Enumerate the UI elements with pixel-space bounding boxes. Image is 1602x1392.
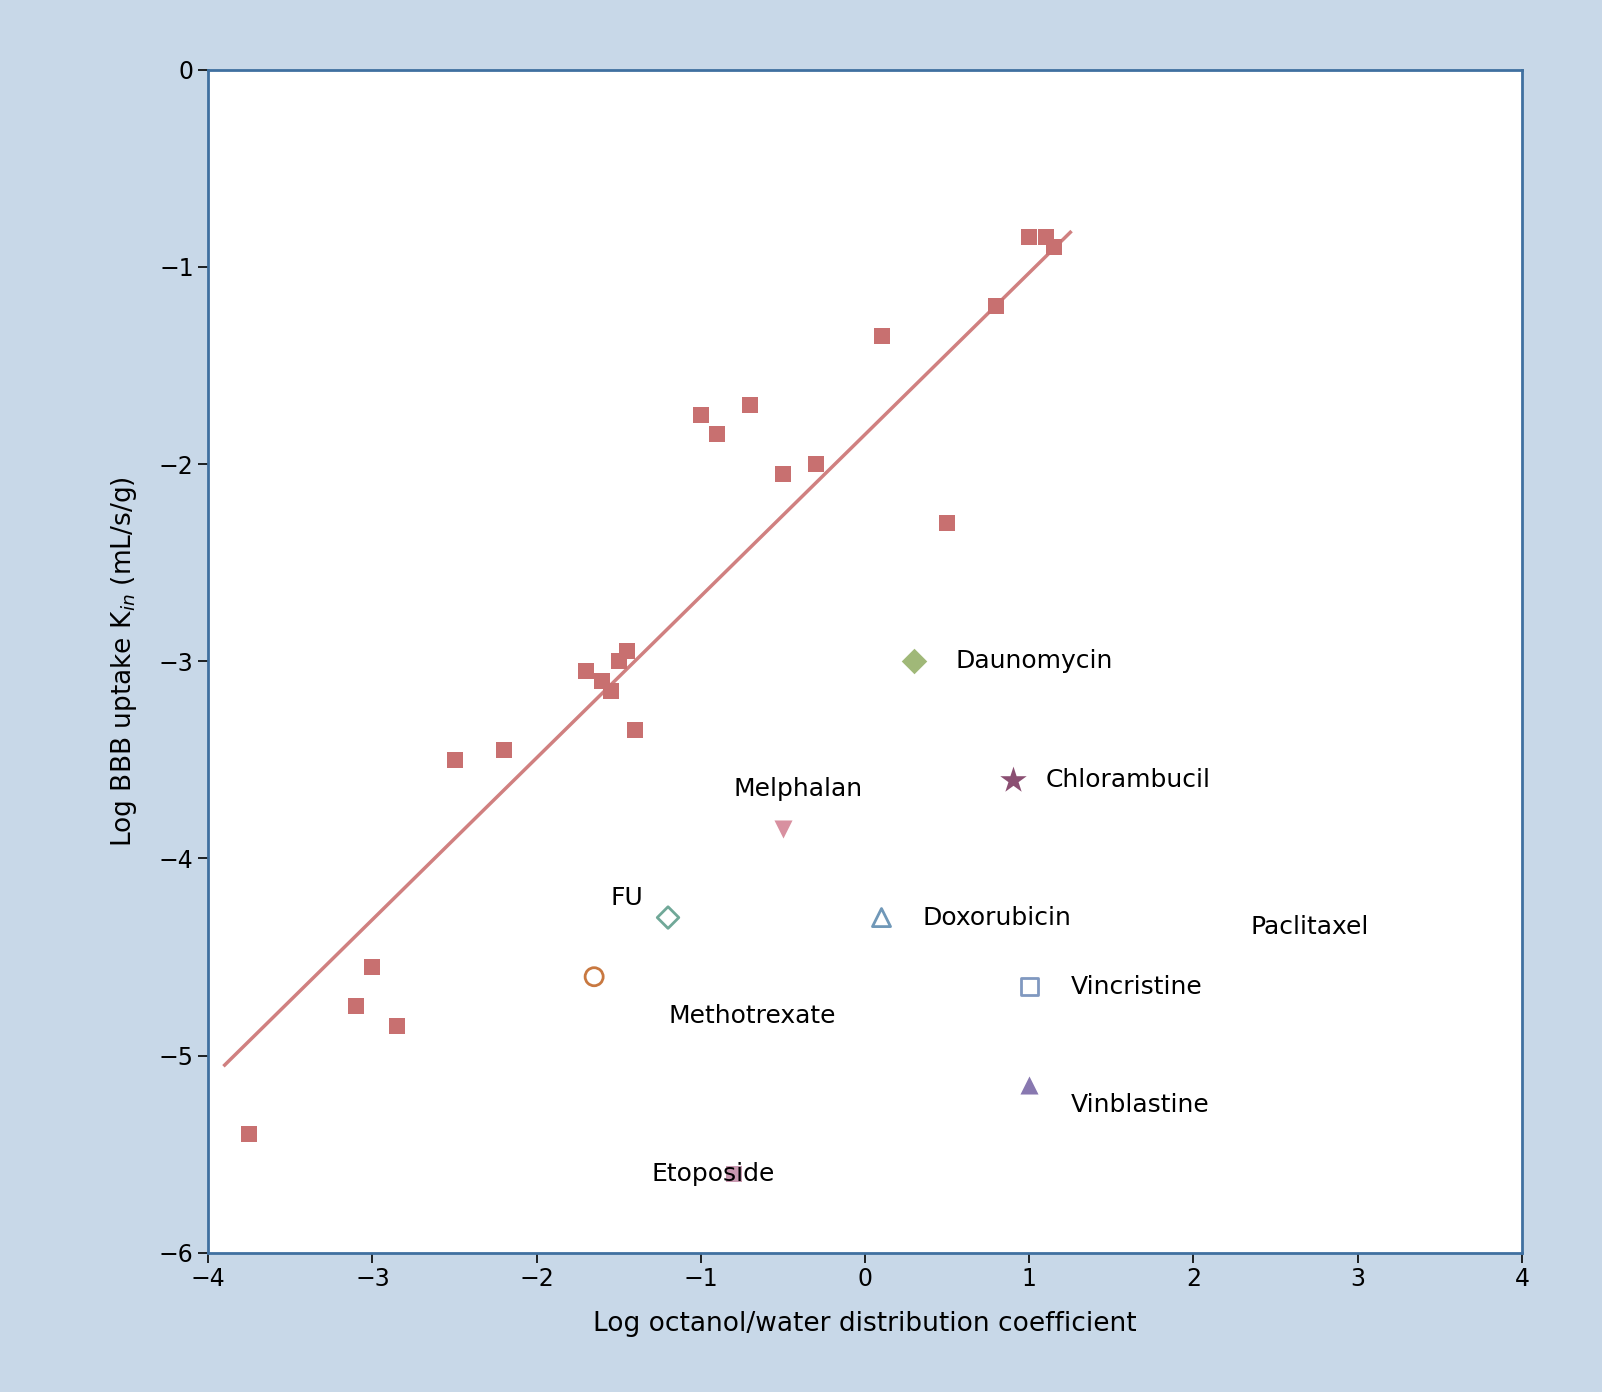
Point	[614, 640, 639, 663]
Point	[606, 650, 631, 672]
Point	[984, 295, 1009, 317]
Point	[1016, 976, 1041, 998]
Point	[1443, 916, 1469, 938]
Point	[705, 423, 731, 445]
Point	[442, 749, 468, 771]
Point	[490, 739, 516, 761]
Point	[1041, 237, 1067, 259]
Point	[803, 452, 828, 475]
Point	[655, 906, 681, 928]
Point	[1033, 226, 1059, 248]
Text: Paclitaxel: Paclitaxel	[1251, 916, 1370, 940]
Text: Vinblastine: Vinblastine	[1070, 1093, 1210, 1116]
Point	[343, 995, 368, 1018]
Point	[934, 512, 960, 535]
Point	[237, 1123, 263, 1146]
Point	[721, 1162, 747, 1185]
Point	[868, 906, 894, 928]
Point	[359, 956, 384, 979]
Point	[622, 720, 647, 742]
Point	[771, 462, 796, 484]
Point	[1016, 1075, 1041, 1097]
Point	[1016, 226, 1041, 248]
Point	[737, 394, 763, 416]
Point	[590, 670, 615, 692]
Text: Melphalan: Melphalan	[734, 777, 863, 802]
Text: Vincristine: Vincristine	[1070, 974, 1202, 998]
Text: Methotrexate: Methotrexate	[668, 1004, 836, 1029]
Text: Doxorubicin: Doxorubicin	[923, 906, 1072, 930]
Text: Daunomycin: Daunomycin	[955, 649, 1113, 674]
Point	[689, 404, 714, 426]
Text: Etoposide: Etoposide	[652, 1162, 775, 1186]
Point	[598, 679, 623, 702]
Point	[1000, 768, 1025, 791]
Point	[574, 660, 599, 682]
Point	[902, 650, 928, 672]
X-axis label: Log octanol/water distribution coefficient: Log octanol/water distribution coefficie…	[593, 1311, 1137, 1336]
Point	[868, 324, 894, 347]
Text: FU: FU	[610, 885, 644, 910]
Text: Chlorambucil: Chlorambucil	[1046, 767, 1211, 792]
Point	[771, 817, 796, 839]
Point	[582, 966, 607, 988]
Y-axis label: Log BBB uptake K$_{in}$ (mL/s/g): Log BBB uptake K$_{in}$ (mL/s/g)	[109, 476, 139, 846]
Point	[384, 1015, 410, 1037]
